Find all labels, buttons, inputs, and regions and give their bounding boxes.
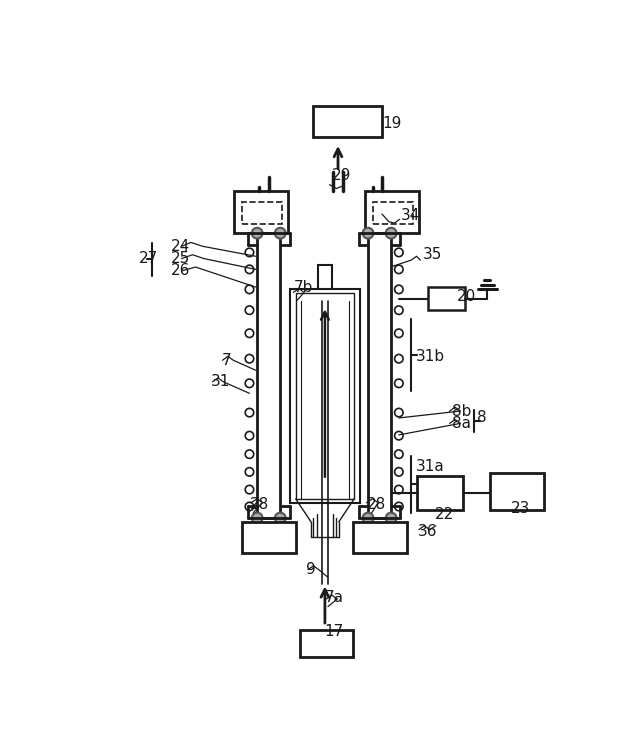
Circle shape [395,485,403,494]
Text: 35: 35 [422,247,442,262]
Bar [242,203,282,224]
Bar [312,106,382,137]
Circle shape [275,228,285,239]
Text: 8: 8 [477,410,486,425]
Bar [296,293,354,499]
Text: 24: 24 [171,239,190,254]
Circle shape [395,285,403,293]
Text: 31a: 31a [416,459,445,474]
Circle shape [245,379,253,388]
Text: 20: 20 [458,289,477,304]
Circle shape [245,265,253,274]
Circle shape [252,513,262,523]
Text: 28: 28 [250,497,269,512]
Circle shape [395,306,403,314]
Circle shape [395,468,403,476]
Circle shape [245,468,253,476]
Text: 29: 29 [332,168,351,183]
Circle shape [395,432,403,440]
Circle shape [386,513,397,523]
Circle shape [245,329,253,337]
Text: 23: 23 [511,501,531,516]
Text: 28: 28 [367,497,386,512]
Bar [417,476,463,510]
Text: 7: 7 [221,353,232,367]
Bar [234,191,288,233]
Text: 27: 27 [139,251,158,266]
Bar [318,265,332,290]
Bar [353,522,406,553]
Circle shape [395,329,403,337]
Circle shape [245,432,253,440]
Bar [365,191,419,233]
Bar [372,203,413,224]
Text: 31b: 31b [416,349,445,364]
Circle shape [252,228,262,239]
Bar [289,290,360,503]
Text: 36: 36 [418,524,438,539]
Text: 17: 17 [324,624,344,639]
Bar [428,287,465,310]
Circle shape [395,502,403,511]
Text: 7b: 7b [293,280,313,296]
Circle shape [363,513,373,523]
Text: 8a: 8a [452,416,471,431]
Circle shape [395,408,403,417]
Circle shape [395,379,403,388]
Text: 8b: 8b [452,404,471,419]
Text: 26: 26 [171,263,190,278]
Circle shape [245,502,253,511]
Text: 19: 19 [382,116,401,131]
Circle shape [395,265,403,274]
Circle shape [245,485,253,494]
Bar [490,473,543,510]
Bar [300,630,353,657]
Circle shape [245,450,253,458]
Text: 25: 25 [171,251,190,266]
Circle shape [395,248,403,256]
Circle shape [245,408,253,417]
Text: 9: 9 [307,562,316,577]
Circle shape [363,228,373,239]
Text: 34: 34 [401,208,420,223]
Bar [242,522,296,553]
Circle shape [245,248,253,256]
Circle shape [395,355,403,363]
Circle shape [245,355,253,363]
Bar [257,233,280,518]
Circle shape [275,513,285,523]
Text: 7a: 7a [325,590,344,605]
Text: 22: 22 [435,507,454,522]
Bar [368,233,391,518]
Circle shape [386,228,397,239]
Circle shape [395,450,403,458]
Text: 31: 31 [211,374,230,389]
Circle shape [245,285,253,293]
Circle shape [245,306,253,314]
